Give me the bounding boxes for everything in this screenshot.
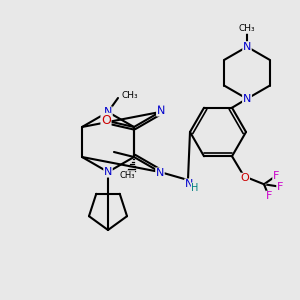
Text: CH₃: CH₃ <box>119 172 135 181</box>
Text: N: N <box>104 167 112 177</box>
Text: N: N <box>104 107 112 117</box>
Text: O: O <box>101 113 111 127</box>
Text: O: O <box>241 173 249 183</box>
Text: CH₃: CH₃ <box>121 92 138 100</box>
Text: N: N <box>157 106 165 116</box>
Text: F: F <box>266 191 272 201</box>
Text: CH₃: CH₃ <box>239 24 255 33</box>
Text: F: F <box>277 182 283 192</box>
Text: N: N <box>243 94 251 104</box>
Text: N: N <box>185 179 193 189</box>
Text: N: N <box>243 42 251 52</box>
Text: N: N <box>156 168 164 178</box>
Text: F: F <box>273 171 279 181</box>
Text: N: N <box>243 94 251 104</box>
Text: H: H <box>191 183 199 193</box>
Text: N: N <box>157 105 165 115</box>
